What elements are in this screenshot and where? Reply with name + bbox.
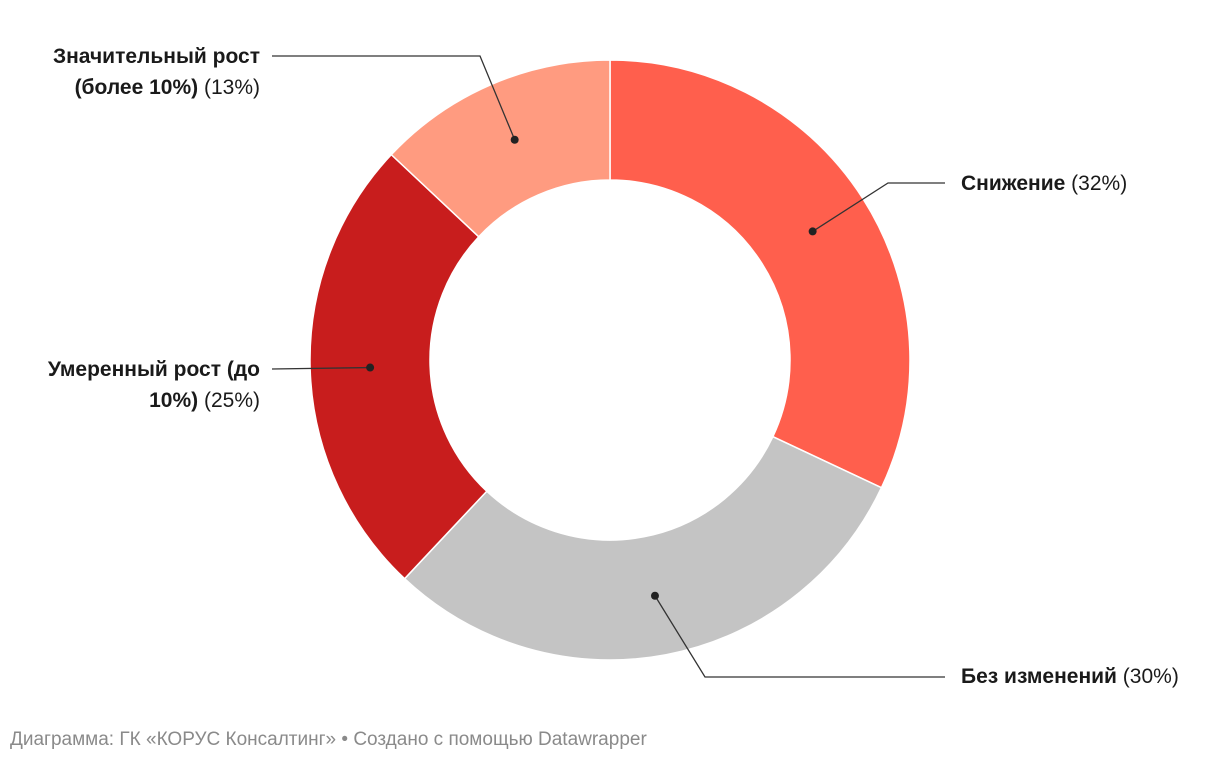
chart-footer: Диаграмма: ГК «КОРУС Консалтинг» • Созда… [10,729,647,750]
label-no-change: Без изменений (30%) [961,665,1179,688]
slice-significant-growth-leader-line [272,55,516,140]
slice-moderate-growth [309,153,488,580]
slice-moderate-growth-leader-line [271,366,371,370]
slice-moderate-growth-leader-dot [366,363,375,372]
slice-decline-leader-line [812,182,945,232]
slice-no-change [403,435,883,661]
label-significant-growth: Значительный рост (более 10%) (13%) [52,45,260,99]
label-moderate-growth: Умеренный рост (до 10%) (25%) [47,358,260,412]
slice-significant-growth [390,59,611,238]
slice-no-change-leader-line [654,595,945,678]
slice-significant-growth-leader-dot [510,135,519,144]
slice-decline [609,59,911,489]
slice-no-change-leader-dot [650,591,659,600]
slice-decline-leader-dot [808,227,817,236]
label-decline: Снижение (32%) [961,172,1128,195]
